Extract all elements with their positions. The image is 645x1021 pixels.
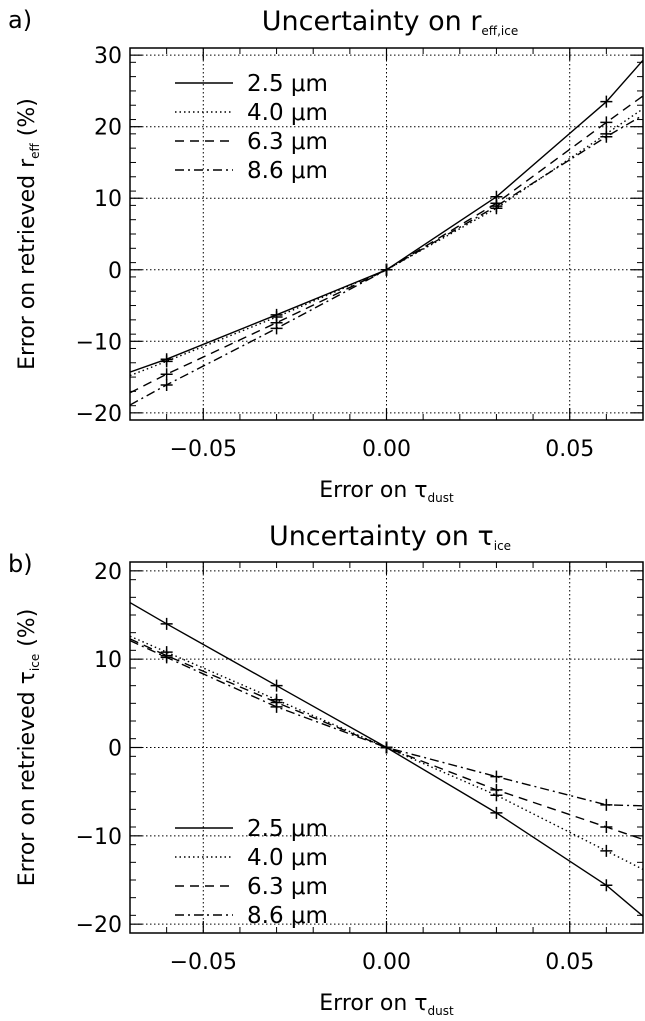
chart-title: Uncertainty on τice bbox=[269, 521, 511, 553]
y-axis-label-ylabel_subscript: eff bbox=[28, 142, 42, 158]
y-tick-label: 20 bbox=[94, 560, 122, 585]
y-tick-label: −20 bbox=[76, 402, 122, 427]
y-tick-label: −20 bbox=[76, 913, 122, 938]
x-tick-label: −0.05 bbox=[170, 950, 237, 975]
x-axis-label-xlabel_subscript: dust bbox=[428, 1004, 454, 1018]
data-point-marker bbox=[160, 355, 173, 368]
data-point-marker bbox=[380, 263, 393, 276]
y-axis-label-ylabel_subscript: ice bbox=[28, 654, 42, 671]
data-point-marker bbox=[600, 130, 613, 143]
data-point-marker bbox=[160, 651, 173, 664]
y-axis-label-ylabel: Error on retrieved τ bbox=[15, 671, 40, 886]
data-point-marker bbox=[600, 116, 613, 129]
legend-label: 2.5 μm bbox=[247, 71, 328, 97]
data-point-marker bbox=[160, 617, 173, 630]
legend-label: 6.3 μm bbox=[247, 129, 328, 155]
y-axis-label-ylabel: Error on retrieved r bbox=[15, 158, 40, 370]
y-tick-label: 10 bbox=[94, 648, 122, 673]
legend-label: 4.0 μm bbox=[247, 100, 328, 126]
data-point-marker bbox=[270, 679, 283, 692]
data-point-marker bbox=[270, 322, 283, 335]
y-axis-label: Error on retrieved reff (%) bbox=[15, 98, 42, 370]
y-axis-label-ylabel_suffix: (%) bbox=[15, 609, 40, 654]
x-axis-label: Error on τdust bbox=[319, 478, 454, 505]
y-axis-label-ylabel_suffix: (%) bbox=[15, 98, 40, 143]
data-point-marker bbox=[160, 368, 173, 381]
chart-title: Uncertainty on reff,ice bbox=[262, 6, 518, 38]
data-point-marker bbox=[600, 844, 613, 857]
series-group bbox=[130, 601, 643, 917]
y-axis-label: Error on retrieved τice (%) bbox=[15, 609, 42, 887]
data-point-marker bbox=[270, 700, 283, 713]
legend-label: 6.3 μm bbox=[247, 874, 328, 900]
y-tick-label: 0 bbox=[108, 259, 122, 284]
data-point-marker bbox=[490, 783, 503, 796]
panel-letter: a) bbox=[8, 6, 32, 34]
legend: 2.5 μm 4.0 μm 6.3 μm 8.6 μm bbox=[175, 71, 328, 184]
panel-letter: b) bbox=[8, 550, 33, 578]
data-point-marker bbox=[490, 200, 503, 213]
x-tick-label: 0.00 bbox=[362, 950, 411, 975]
data-point-marker bbox=[600, 821, 613, 833]
series-group bbox=[130, 59, 643, 406]
y-tick-label: 10 bbox=[94, 187, 122, 212]
data-point-marker bbox=[380, 741, 393, 754]
legend-label: 2.5 μm bbox=[247, 816, 328, 842]
chart-title-title: Uncertainty on r bbox=[262, 6, 483, 37]
x-axis-label-xlabel: Error on τ bbox=[319, 478, 427, 503]
chart-title-title_subscript: eff,ice bbox=[481, 24, 518, 38]
data-point-marker bbox=[600, 879, 613, 892]
panel-a: −0.05 0.00 0.05 −20 −10 0 10 20 30 2.5 μm 4.0 μm 6.… bbox=[8, 6, 644, 505]
x-tick-label: 0.05 bbox=[545, 437, 594, 462]
chart-title-title: Uncertainty on τ bbox=[269, 521, 494, 552]
legend-label: 4.0 μm bbox=[247, 845, 328, 871]
y-tick-label: 20 bbox=[94, 116, 122, 141]
y-tick-label: 30 bbox=[94, 44, 122, 69]
y-tick-label: −10 bbox=[76, 330, 122, 355]
chart-title-title_subscript: ice bbox=[494, 539, 511, 553]
data-point-marker bbox=[160, 378, 173, 391]
x-tick-label: 0.05 bbox=[545, 950, 594, 975]
x-axis-label: Error on τdust bbox=[319, 991, 454, 1018]
data-point-marker bbox=[490, 770, 503, 783]
x-tick-label: 0.00 bbox=[362, 437, 411, 462]
x-axis-label-xlabel_subscript: dust bbox=[428, 491, 454, 505]
data-point-marker bbox=[600, 798, 613, 811]
panel-b: −0.05 0.00 0.05 −20 −10 0 10 20 2.5 μm 4.0 μm 6.3 … bbox=[8, 521, 644, 1018]
legend-label: 8.6 μm bbox=[247, 903, 328, 929]
x-axis-label-xlabel: Error on τ bbox=[319, 991, 427, 1016]
data-point-marker bbox=[600, 95, 613, 108]
legend: 2.5 μm 4.0 μm 6.3 μm 8.6 μm bbox=[175, 816, 328, 929]
legend-label: 8.6 μm bbox=[247, 158, 328, 184]
y-tick-label: 0 bbox=[108, 737, 122, 762]
y-tick-label: −10 bbox=[76, 825, 122, 850]
data-point-marker bbox=[490, 806, 503, 819]
grid bbox=[130, 48, 643, 420]
x-tick-label: −0.05 bbox=[170, 437, 237, 462]
